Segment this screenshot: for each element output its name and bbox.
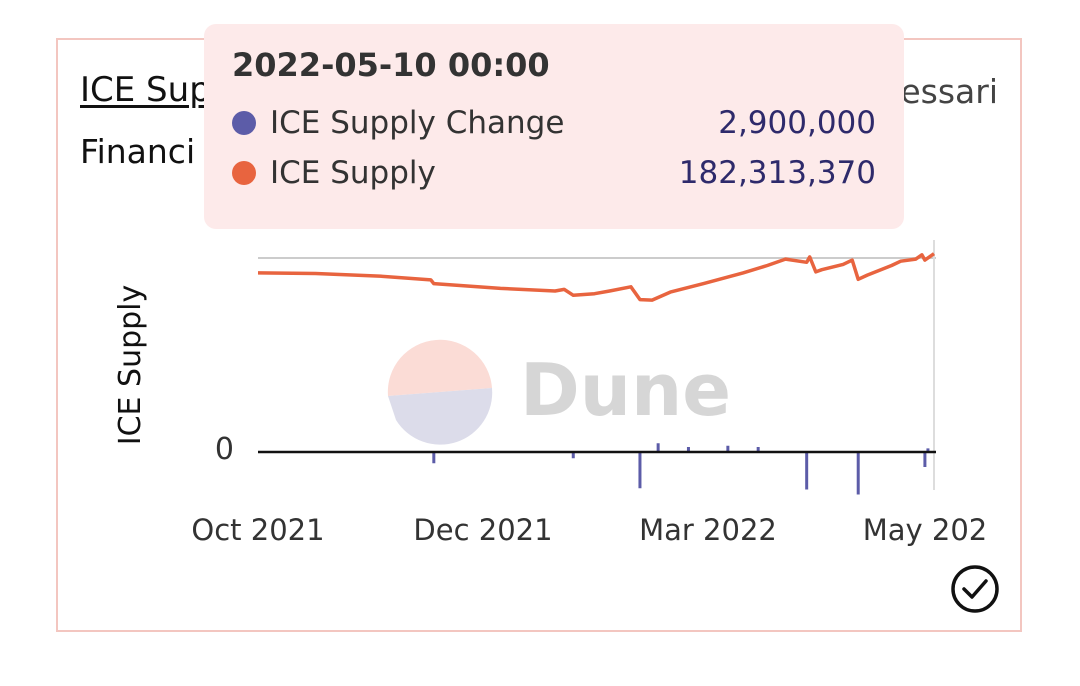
- tooltip-row-supply: ICE Supply 182,313,370: [232, 148, 876, 198]
- series-dot-icon: [232, 161, 256, 185]
- chart-title-link[interactable]: ICE Sup: [80, 70, 211, 110]
- watermark-logo-bottom: [388, 388, 493, 445]
- tooltip-date: 2022-05-10 00:00: [232, 46, 550, 84]
- chart-author: essari: [900, 72, 998, 111]
- supply-line: [257, 252, 936, 302]
- hover-tooltip: 2022-05-10 00:00 ICE Supply Change 2,900…: [204, 24, 904, 229]
- tooltip-series-name: ICE Supply Change: [270, 105, 565, 141]
- chart-subtitle: Financi: [80, 132, 196, 171]
- x-tick-label: May 202: [863, 513, 988, 547]
- tooltip-series-value: 2,900,000: [718, 105, 876, 141]
- series-dot-icon: [232, 111, 256, 135]
- tooltip-series-value: 182,313,370: [678, 155, 876, 191]
- watermark-logo-top: [387, 339, 492, 396]
- y-axis-label: ICE Supply: [113, 285, 148, 446]
- y-tick-label: 0: [215, 432, 234, 467]
- check-circle-icon[interactable]: [950, 564, 1000, 614]
- x-tick-label: Mar 2022: [639, 513, 777, 547]
- x-tick-label: Dec 2021: [413, 513, 552, 547]
- dune-watermark: Dune: [387, 339, 731, 445]
- tooltip-series-name: ICE Supply: [270, 155, 436, 191]
- x-tick-label: Oct 2021: [191, 513, 324, 547]
- watermark-text: Dune: [520, 348, 731, 432]
- tooltip-row-supply-change: ICE Supply Change 2,900,000: [232, 98, 876, 148]
